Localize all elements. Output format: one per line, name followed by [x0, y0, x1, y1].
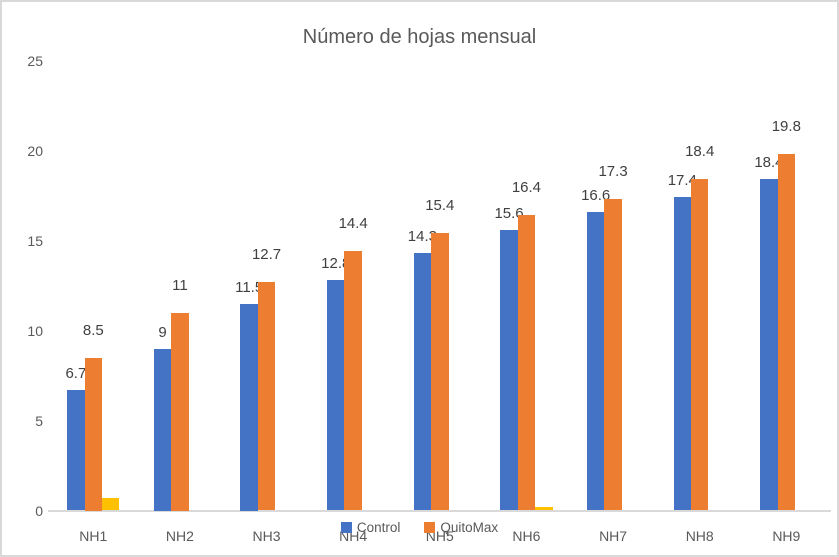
chart-title: Número de hojas mensual: [302, 26, 537, 48]
data-label-quitomax-nh1: 8.5: [82, 321, 104, 339]
bar-quitomax-nh6: [517, 215, 536, 511]
data-label-quitomax-nh4: 14.4: [338, 215, 368, 233]
bar-control-nh5: [413, 253, 432, 511]
bar-control-nh3: [240, 303, 258, 511]
bar-quitomax-nh7: [604, 199, 622, 511]
bar-quitomax-nh4: [344, 251, 362, 511]
data-label-control-nh3: 11.5: [235, 278, 264, 296]
x-axis-label-nh8: NH8: [685, 528, 714, 544]
bar-control-nh6: [500, 229, 518, 511]
data-label-control-nh9: 18.4: [754, 154, 784, 172]
y-axis-tick-label: 25: [27, 53, 43, 69]
data-label-quitomax-nh9: 19.8: [771, 118, 801, 136]
bar-quitomax-nh1: [84, 357, 102, 511]
bar-quitomax-nh8: [691, 179, 709, 511]
x-axis-label-nh2: NH2: [165, 528, 194, 544]
x-axis-label-nh4: NH4: [339, 528, 368, 544]
bar-control-nh9: [760, 179, 778, 511]
bar-extra-nh6: [535, 506, 553, 511]
x-axis-label-nh5: NH5: [425, 528, 454, 544]
x-axis-label-nh9: NH9: [772, 528, 801, 544]
x-axis-label-nh6: NH6: [512, 528, 541, 544]
data-label-control-nh5: 14.3: [407, 228, 437, 246]
y-axis-tick-label: 0: [35, 503, 43, 519]
data-label-quitomax-nh2: 11: [172, 276, 188, 294]
bar-quitomax-nh5: [431, 233, 449, 511]
x-axis-line: [48, 510, 831, 512]
data-label-quitomax-nh7: 17.3: [598, 163, 628, 181]
data-label-control-nh8: 17.4: [667, 172, 697, 190]
x-axis-label-nh7: NH7: [599, 528, 628, 544]
data-label-quitomax-nh8: 18.4: [685, 143, 715, 161]
x-axis-label-nh3: NH3: [252, 528, 281, 544]
bar-control-nh1: [67, 389, 85, 511]
data-label-quitomax-nh3: 12.7: [251, 245, 282, 263]
bar-quitomax-nh9: [777, 154, 796, 511]
data-label-quitomax-nh5: 15.4: [425, 197, 455, 215]
bar-quitomax-nh3: [257, 281, 276, 511]
y-axis-tick-label: 20: [27, 143, 43, 159]
data-label-quitomax-nh6: 16.4: [511, 179, 542, 197]
bar-control-nh2: [153, 348, 172, 511]
bar-extra-nh1: [102, 497, 120, 511]
bar-control-nh7: [586, 211, 605, 511]
y-axis-tick-label: 10: [27, 323, 43, 339]
data-label-control-nh2: 9: [158, 323, 167, 341]
bar-quitomax-nh2: [171, 312, 189, 511]
data-label-control-nh1: 6.7: [65, 364, 87, 382]
y-axis-tick-label: 5: [35, 413, 43, 429]
y-axis-tick-label: 15: [27, 233, 43, 249]
bar-control-nh4: [327, 280, 345, 511]
data-label-control-nh6: 15.6: [494, 204, 524, 222]
data-label-control-nh7: 16.6: [581, 186, 611, 204]
bar-control-nh8: [673, 197, 691, 511]
x-axis-label-nh1: NH1: [79, 528, 108, 544]
data-label-control-nh4: 12.8: [321, 255, 351, 273]
